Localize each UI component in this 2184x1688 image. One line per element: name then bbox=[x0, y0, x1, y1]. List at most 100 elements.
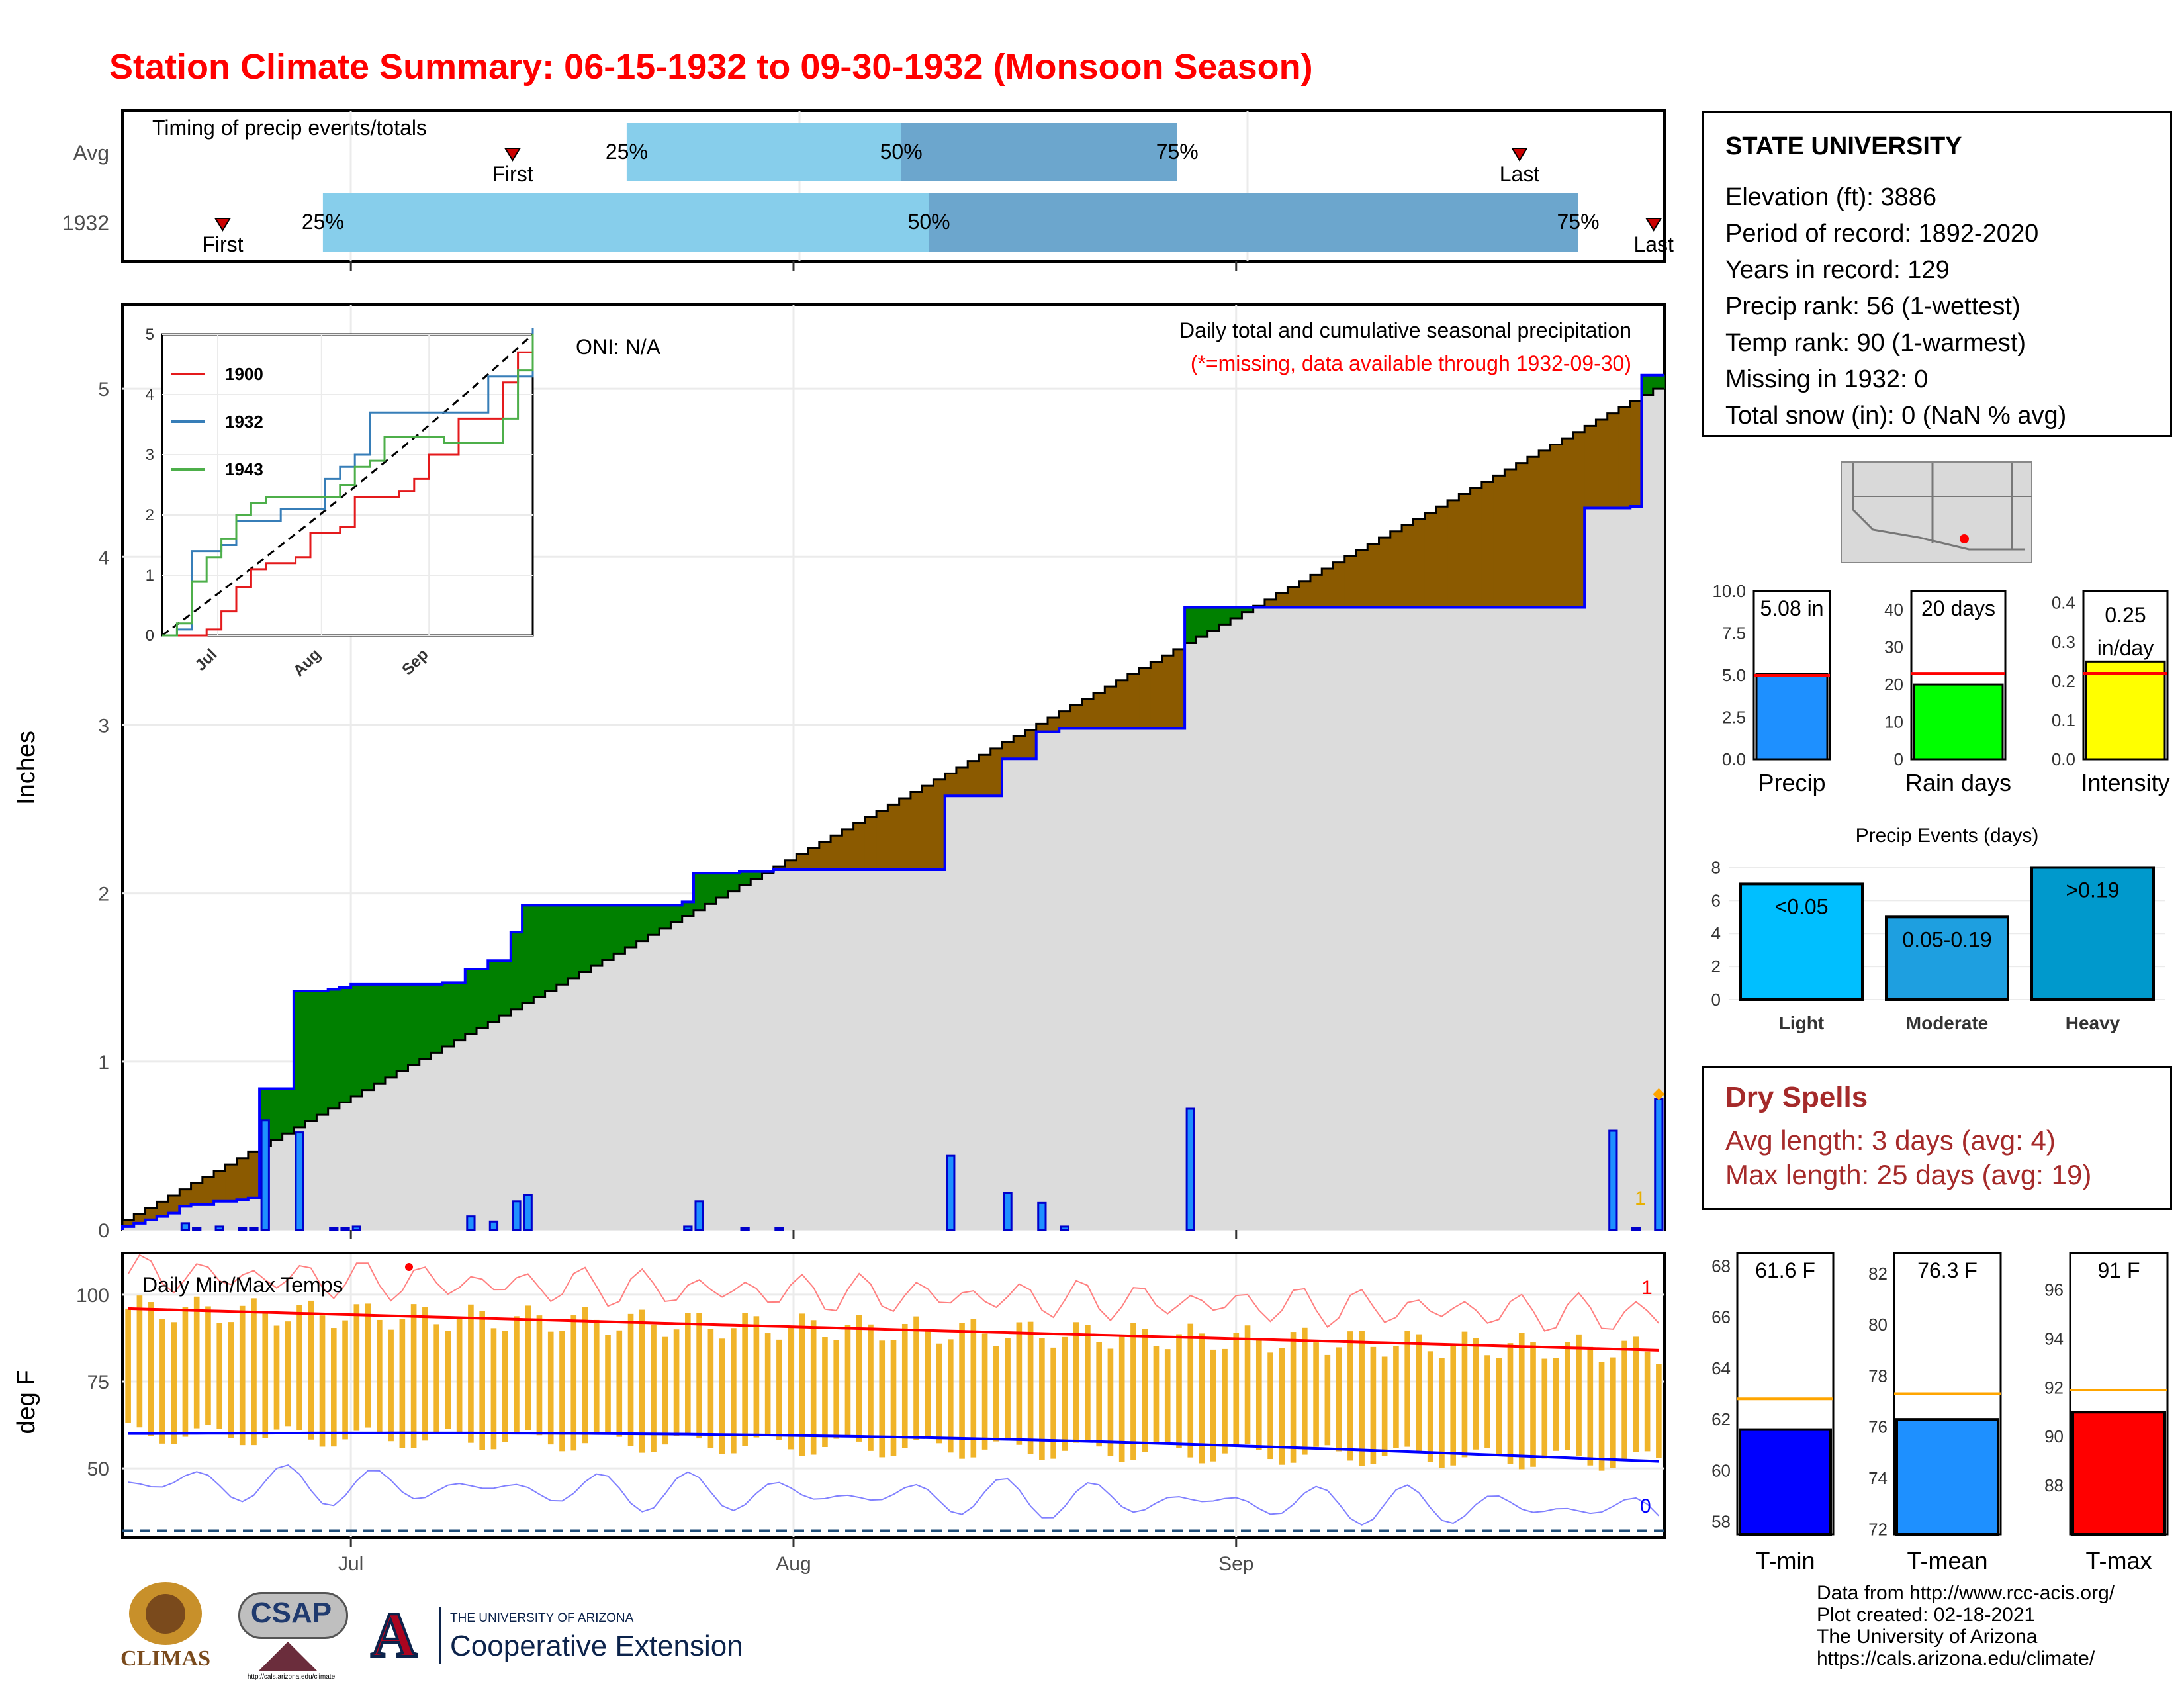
daily-temp-bar bbox=[1142, 1329, 1148, 1452]
surplus-area bbox=[293, 991, 306, 1127]
deficit-area bbox=[1093, 692, 1105, 729]
surplus-area bbox=[614, 905, 626, 954]
station-info-line: Precip rank: 56 (1-wettest) bbox=[1725, 293, 2021, 320]
timing-panel: Timing of precip events/totals Avg 25% 50%… bbox=[62, 109, 1674, 263]
deficit-area bbox=[1161, 655, 1174, 729]
surplus-area bbox=[522, 905, 534, 1004]
deficit-area bbox=[990, 748, 1003, 796]
surplus-area bbox=[602, 905, 614, 960]
deficit-area bbox=[1481, 481, 1494, 608]
page-title: Station Climate Summary: 06-15-1932 to 0… bbox=[109, 47, 1313, 87]
daily-temp-bar bbox=[901, 1323, 908, 1448]
surplus-area bbox=[453, 982, 466, 1041]
temp-summary-tick: 92 bbox=[2044, 1378, 2064, 1397]
mini-chart-bar bbox=[2085, 660, 2166, 761]
station-info-box: STATE UNIVERSITY Elevation (ft): 3886 Per… bbox=[1702, 111, 2172, 437]
daily-precip-bar bbox=[214, 1225, 224, 1231]
surplus-area bbox=[636, 905, 649, 941]
daily-temp-bar bbox=[627, 1313, 634, 1446]
daily-precip-bar bbox=[1060, 1225, 1070, 1231]
temp-summary-tick: 94 bbox=[2044, 1329, 2064, 1348]
daily-temp-bar bbox=[1096, 1342, 1102, 1447]
deficit-area bbox=[933, 779, 946, 870]
daily-temp-bar bbox=[1336, 1347, 1342, 1452]
mini-chart-label: Intensity bbox=[2081, 769, 2169, 796]
inset-y-tick-label: 5 bbox=[146, 326, 154, 344]
daily-temp-bar bbox=[445, 1331, 451, 1429]
daily-temp-bar bbox=[479, 1311, 485, 1450]
temp-ylabel: deg F bbox=[13, 1370, 40, 1434]
last-event-label: Last bbox=[1500, 162, 1540, 186]
timing-p75-label: 75% bbox=[1557, 210, 1599, 234]
precip-title: Daily total and cumulative seasonal prec… bbox=[1179, 318, 1631, 342]
surplus-area bbox=[271, 1088, 283, 1140]
surplus-area bbox=[510, 932, 523, 1009]
daily-temp-bar bbox=[547, 1331, 554, 1445]
daily-temp-bar bbox=[1370, 1346, 1377, 1464]
mini-chart-value-unit: in/day bbox=[2097, 636, 2154, 660]
daily-temp-bar bbox=[1085, 1325, 1091, 1441]
record-low-line bbox=[128, 1464, 1660, 1526]
daily-temp-bar bbox=[559, 1331, 565, 1452]
temp-summary-bar bbox=[1739, 1428, 1832, 1536]
timing-p50-label: 50% bbox=[880, 140, 923, 164]
surplus-area bbox=[373, 984, 386, 1084]
deficit-area bbox=[122, 1220, 134, 1227]
daily-temp-bar bbox=[868, 1324, 874, 1451]
temp-summary-tick: 68 bbox=[1711, 1256, 1731, 1276]
surplus-area bbox=[693, 873, 705, 910]
deficit-area bbox=[1298, 581, 1311, 608]
daily-temp-bar bbox=[1393, 1346, 1399, 1448]
deficit-area bbox=[1390, 531, 1402, 608]
temp-y-tick-label: 75 bbox=[87, 1372, 109, 1393]
deficit-area bbox=[1150, 661, 1163, 729]
timing-label: Timing of precip events/totals bbox=[152, 116, 427, 140]
daily-temp-bar bbox=[879, 1340, 886, 1458]
temp-summary-tick: 62 bbox=[1711, 1409, 1731, 1429]
deficit-area bbox=[1276, 593, 1289, 608]
surplus-area bbox=[316, 991, 329, 1115]
deficit-area bbox=[1356, 549, 1368, 608]
deficit-area bbox=[145, 1207, 158, 1220]
cumulative-base-area bbox=[122, 389, 1664, 1231]
timing-row-label: Avg bbox=[73, 141, 109, 165]
deficit-area bbox=[785, 860, 797, 870]
events-bar bbox=[1885, 915, 2009, 1001]
daily-temp-bar bbox=[296, 1305, 302, 1431]
temp-summary-tick: 96 bbox=[2044, 1280, 2064, 1299]
daily-precip-bar bbox=[774, 1227, 784, 1231]
deficit-area bbox=[1070, 705, 1083, 729]
dry-spells-avg: Avg length: 3 days (avg: 4) bbox=[1725, 1125, 2056, 1156]
daily-temp-bar bbox=[776, 1339, 782, 1440]
surplus-area bbox=[1242, 607, 1254, 612]
events-bar-label: <0.05 bbox=[1775, 894, 1829, 918]
deficit-area bbox=[1618, 407, 1631, 508]
deficit-area bbox=[1435, 506, 1448, 608]
deficit-area bbox=[910, 792, 923, 870]
last-event-marker bbox=[1645, 218, 1662, 232]
daily-precip-bar bbox=[340, 1227, 350, 1231]
temp-summary-tick: 78 bbox=[1868, 1366, 1888, 1385]
surplus-area bbox=[1230, 607, 1243, 619]
deficit-area bbox=[831, 835, 842, 870]
mini-chart-tick: 0.1 bbox=[2052, 710, 2075, 730]
deficit-area bbox=[1105, 686, 1117, 729]
daily-temp-bar bbox=[399, 1319, 406, 1448]
daily-temp-bar bbox=[844, 1325, 851, 1436]
surplus-area bbox=[556, 905, 569, 985]
climas-logo: CLIMAS bbox=[109, 1582, 222, 1675]
daily-temp-bar bbox=[319, 1315, 326, 1447]
temp-summary-label: T-max bbox=[2085, 1547, 2152, 1574]
mini-chart-tick: 0.0 bbox=[2052, 749, 2075, 769]
station-info-line: Total snow (in): 0 (NaN % avg) bbox=[1725, 402, 2067, 430]
daily-temp-bar bbox=[525, 1305, 531, 1430]
daily-temp-bar bbox=[1404, 1331, 1410, 1447]
daily-temp-bar bbox=[913, 1316, 919, 1440]
deficit-area bbox=[1333, 562, 1345, 608]
record-high-line bbox=[127, 1254, 1660, 1332]
events-y-tick: 0 bbox=[1711, 990, 1721, 1009]
surplus-area bbox=[431, 984, 443, 1053]
oni-label: ONI: N/A bbox=[576, 335, 661, 359]
daily-temp-bar bbox=[936, 1343, 942, 1444]
